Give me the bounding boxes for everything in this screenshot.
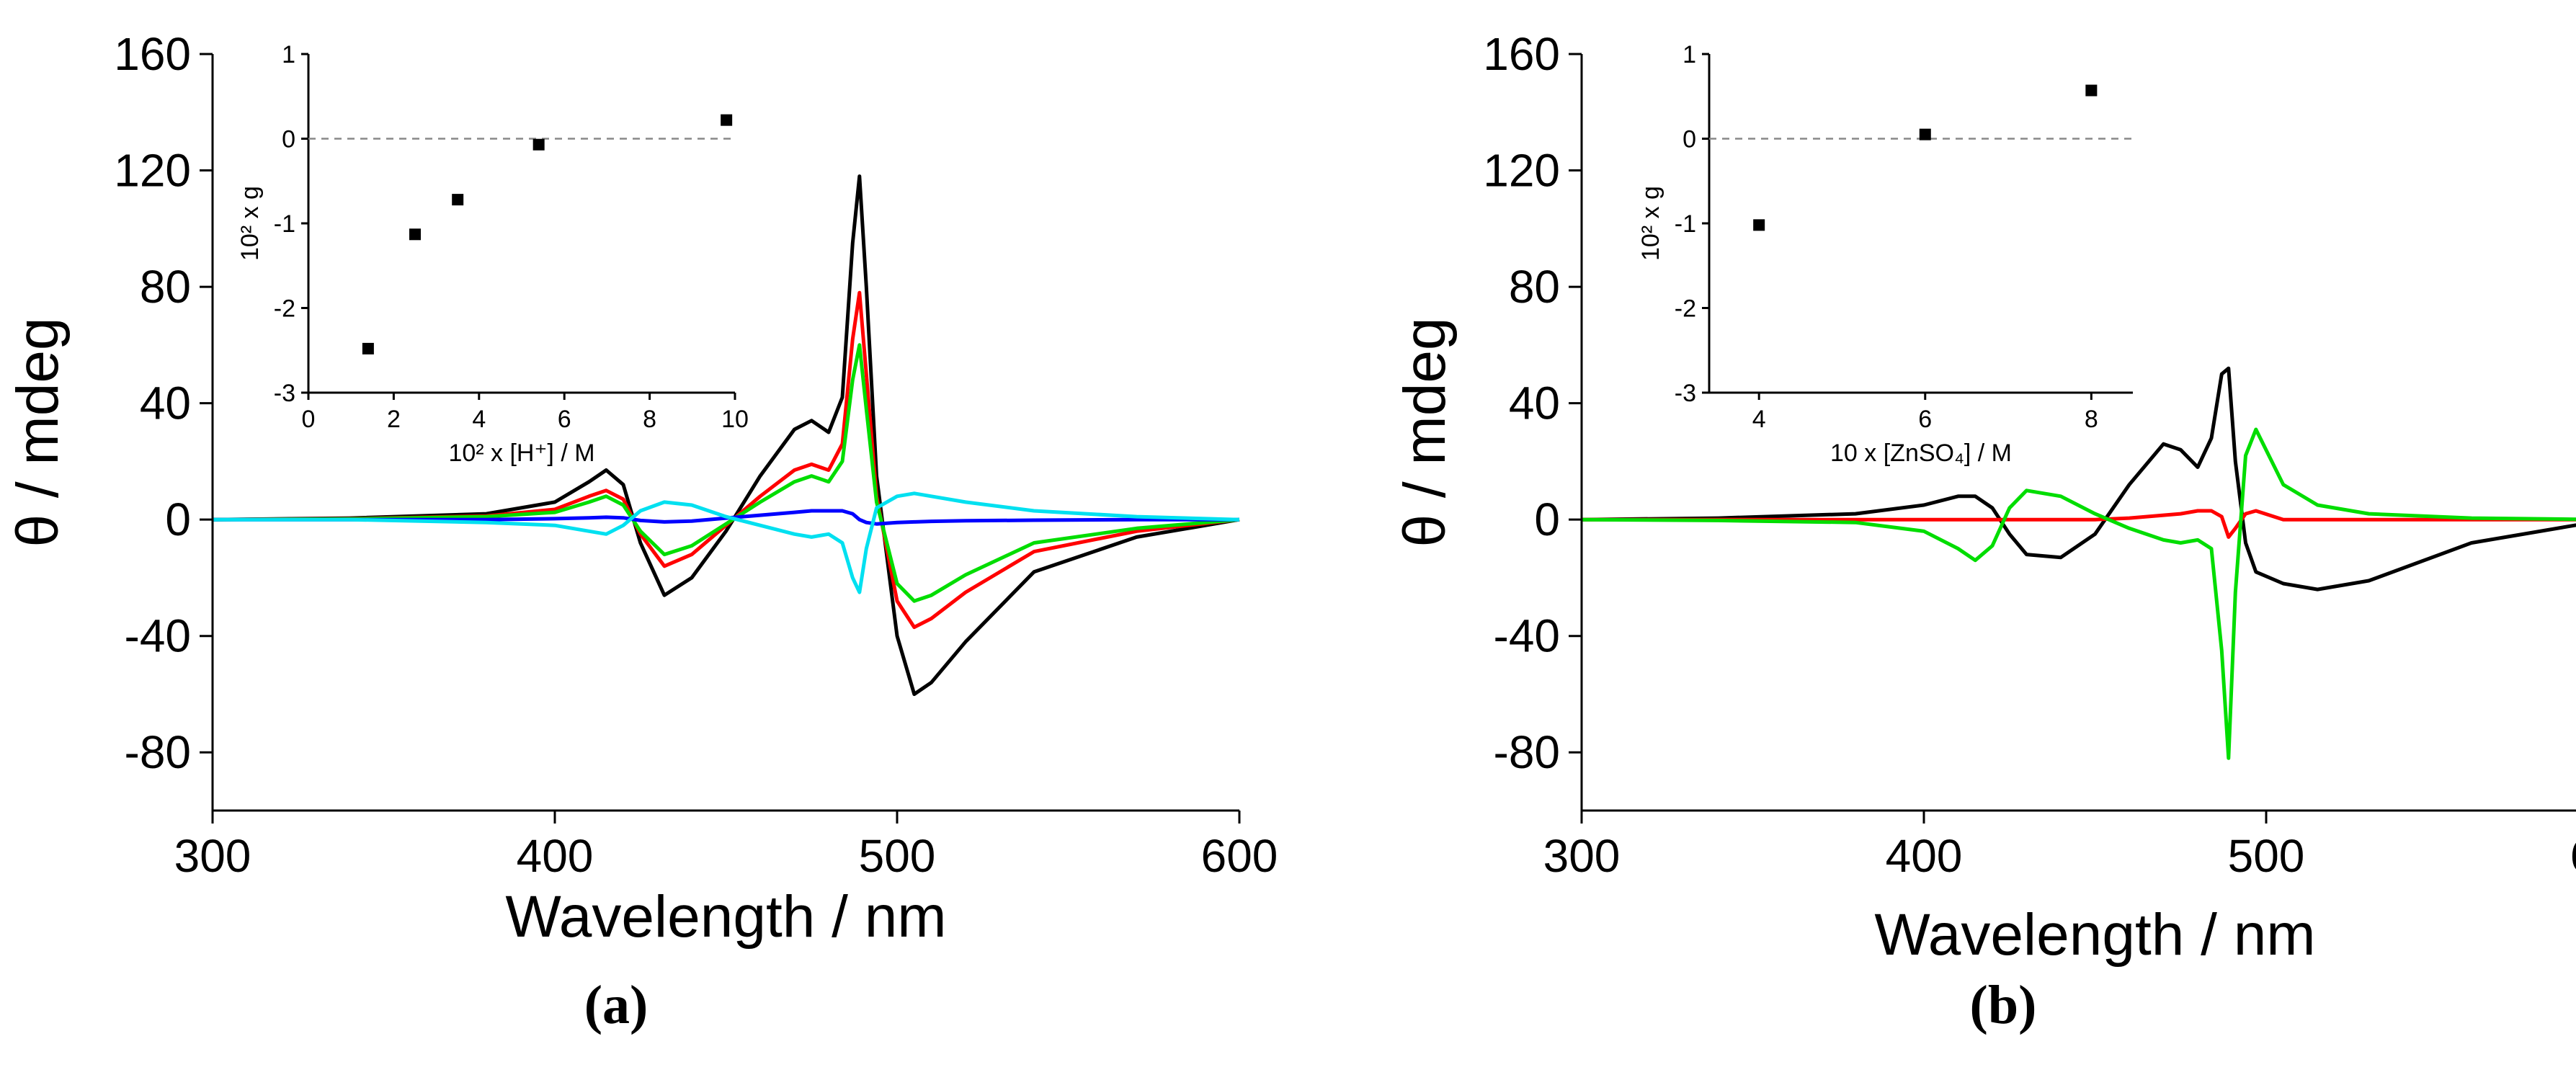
inset-y-tick-label: -1	[1675, 210, 1696, 238]
inset-x-tick-label: 6	[558, 406, 571, 433]
x-axis-title: Wavelength / nm	[505, 884, 946, 950]
series-line-red	[212, 290, 1240, 630]
x-tick-label: 400	[1886, 830, 1963, 882]
series-line-black	[212, 174, 1240, 696]
inset-data-point	[452, 194, 464, 206]
panel-label: (a)	[584, 975, 649, 1035]
inset-x-axis-title: 10² x [H⁺] / M	[448, 439, 594, 467]
inset-y-tick-label: 0	[1683, 126, 1696, 153]
inset-x-axis-title: 10 x [ZnSO₄] / M	[1830, 439, 2012, 467]
inset-y-axis-title: 10² x g	[236, 186, 264, 261]
x-tick-label: 500	[859, 830, 936, 882]
inset-x-tick-label: 8	[643, 406, 656, 433]
x-tick-label: 300	[174, 830, 251, 882]
inset-y-tick-label: 0	[282, 126, 295, 153]
inset-x-tick-label: 2	[387, 406, 401, 433]
panel-a: 300 400 500 600-80-4004080120160Wavelength …	[5, 28, 1278, 1035]
inset-data-point	[2085, 84, 2098, 97]
panel-label: (b)	[1970, 975, 2037, 1035]
inset-y-tick-label: -1	[274, 210, 295, 238]
inset-data-point	[1753, 219, 1765, 231]
x-tick-label: 400	[517, 830, 594, 882]
inset-y-tick-label: 1	[282, 41, 295, 68]
y-tick-label: 80	[1509, 261, 1560, 313]
inset-y-tick-label: -2	[1675, 295, 1696, 323]
y-tick-label: -40	[1494, 610, 1561, 662]
inset-x-tick-label: 4	[472, 406, 486, 433]
inset-y-tick-label: -3	[274, 380, 295, 407]
inset-y-tick-label: -3	[1675, 380, 1696, 407]
y-axis-title: θ / mdeg	[5, 317, 71, 547]
inset-data-point	[721, 114, 733, 126]
inset-data-point	[409, 228, 421, 241]
y-tick-label: 160	[114, 28, 191, 80]
inset-y-axis-title: 10² x g	[1637, 186, 1664, 261]
series-line-green	[212, 343, 1240, 603]
x-tick-label: 300	[1543, 830, 1621, 882]
series-line-cyan	[213, 491, 1240, 594]
series-line-blue	[213, 509, 1239, 526]
inset-x-tick-label: 6	[1918, 406, 1932, 433]
inset-y-tick-label: 1	[1683, 41, 1696, 68]
inset-x-tick-label: 10	[721, 406, 749, 433]
x-tick-label: 600	[1201, 830, 1278, 882]
series-line-green	[1581, 427, 2576, 760]
x-tick-label: 600	[2570, 830, 2576, 882]
y-tick-label: 0	[165, 494, 191, 545]
inset-x-tick-label: 8	[2085, 406, 2098, 433]
inset-background	[1709, 54, 2133, 393]
series-line-red	[1582, 509, 2576, 539]
series-line-black	[1581, 366, 2576, 592]
y-axis-title: θ / mdeg	[1392, 317, 1458, 547]
y-tick-label: 120	[114, 145, 191, 197]
y-tick-label: -80	[1494, 726, 1561, 778]
x-axis-title: Wavelength / nm	[1874, 902, 2315, 968]
inset-background	[308, 54, 735, 393]
panel-b: 300400500600-80-4004080120160Wavelength …	[1392, 28, 2576, 1035]
y-tick-label: 40	[140, 378, 191, 429]
inset-y-tick-label: -2	[274, 295, 295, 323]
y-tick-label: 160	[1483, 28, 1560, 80]
inset-x-tick-label: 0	[302, 406, 316, 433]
inset-x-tick-label: 4	[1752, 406, 1766, 433]
y-tick-label: 80	[140, 261, 191, 313]
y-tick-label: 0	[1534, 494, 1560, 545]
y-tick-label: -40	[125, 610, 192, 662]
x-tick-label: 500	[2228, 830, 2305, 882]
inset-data-point	[532, 138, 545, 151]
y-tick-label: -80	[125, 726, 192, 778]
inset-data-point	[1919, 128, 1931, 140]
y-tick-label: 120	[1483, 145, 1560, 197]
y-tick-label: 40	[1509, 378, 1560, 429]
inset-data-point	[362, 342, 374, 354]
